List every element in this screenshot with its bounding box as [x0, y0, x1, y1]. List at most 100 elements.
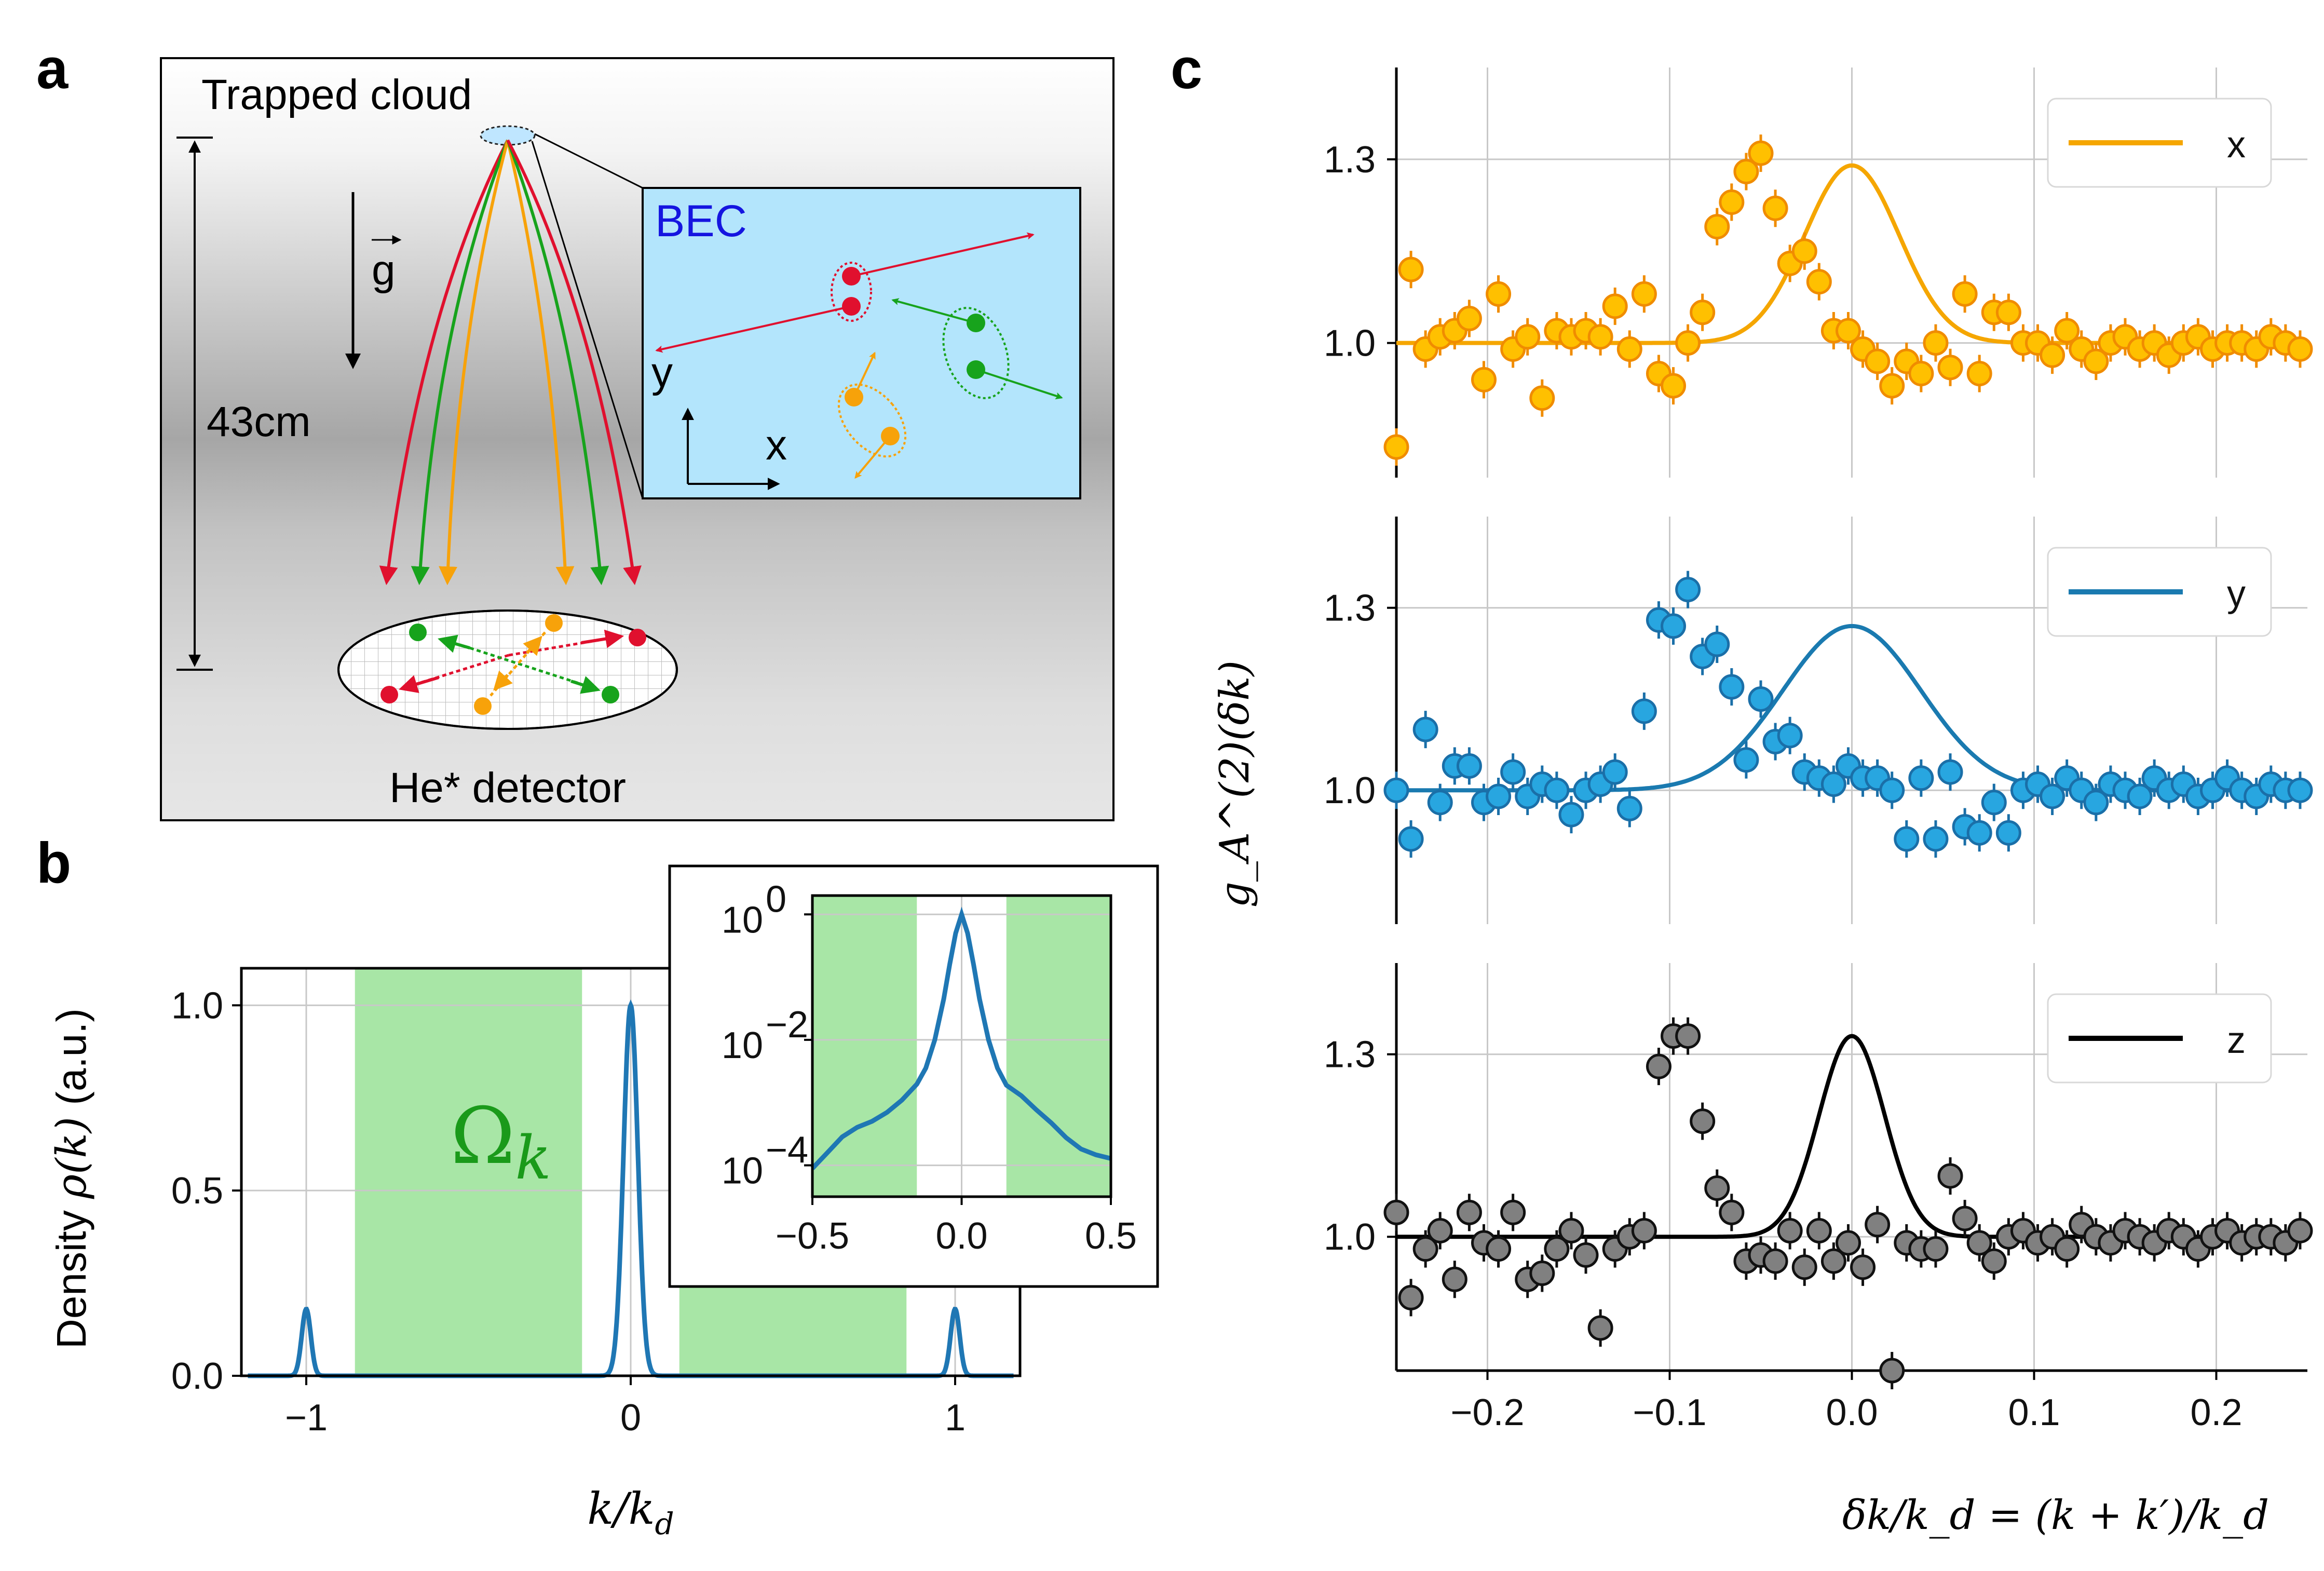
- b-ylabel: Density ρ(k) (a.u.): [47, 1008, 96, 1349]
- c-x-point: [1616, 336, 1642, 362]
- c-x-point: [1529, 385, 1555, 411]
- bec-axis-y-label: y: [651, 349, 673, 396]
- c-y-point: [1733, 747, 1759, 773]
- detector-pair-green-arrow-right: [570, 676, 601, 694]
- c-y-point: [1820, 771, 1846, 797]
- detector-label: He* detector: [389, 764, 626, 811]
- panel-label-a: a: [36, 37, 69, 101]
- c-z-point: [1806, 1218, 1832, 1244]
- c-z-point: [2054, 1236, 2080, 1262]
- b-xlabel: k/kd: [587, 1483, 674, 1541]
- c-z-point: [1646, 1053, 1671, 1079]
- c-x-point: [1719, 189, 1745, 215]
- c-z-ytick-label-1: 1.3: [1324, 1034, 1376, 1076]
- trajectory-red-right: [506, 139, 642, 586]
- panel-label-b: b: [36, 831, 71, 895]
- b-xtick-label-2: 1: [945, 1397, 966, 1439]
- c-x-point: [1587, 324, 1613, 350]
- c-x-legend-label: x: [2227, 124, 2246, 166]
- b-ylabel-main: Density: [48, 1210, 94, 1349]
- c-z-point: [1486, 1236, 1512, 1262]
- c-xtick-label-3: 0.1: [2008, 1392, 2060, 1433]
- b-ticks: −1 0 1 0.0 0.5 1.0: [171, 985, 966, 1439]
- c-y-point: [1981, 790, 2007, 816]
- c-z-point: [1865, 1212, 1891, 1238]
- c-z-point: [1631, 1218, 1657, 1244]
- c-y-point: [1412, 716, 1438, 742]
- panel-c-correlation-charts: 1.0 1.3 x 1.0 1.3 y 1.0 1.3 z −0.2 −0.1 0.0 0.1 0.2: [1324, 67, 2313, 1433]
- b-region-label: Ωk: [451, 1091, 551, 1193]
- c-xlabel: δk/k_d = (k + k′)/k_d: [1842, 1492, 2269, 1539]
- c-z-legend: z: [2047, 993, 2272, 1084]
- c-y-point: [1602, 759, 1628, 785]
- detector-atom-orange-1: [545, 614, 563, 632]
- c-y-point: [1427, 790, 1453, 816]
- c-x-ytick-label-1: 1.3: [1324, 139, 1376, 181]
- b-xlabel-sub: d: [655, 1506, 674, 1541]
- b-inset-curve: [810, 906, 1112, 1170]
- c-z-point: [1777, 1218, 1803, 1244]
- b-ytick-label-2: 1.0: [171, 985, 223, 1026]
- c-x-point: [1690, 300, 1716, 326]
- b-inset-ytick-exp-2: −4: [766, 1130, 808, 1171]
- c-y-point: [1923, 826, 1949, 852]
- c-z-point: [1398, 1284, 1424, 1310]
- bec-green-arrow-right: [975, 369, 1063, 400]
- trajectory-orange-left: [439, 140, 509, 586]
- b-inset-shaded-regions: [812, 896, 1111, 1197]
- zoom-line-bottom: [531, 141, 644, 499]
- b-xtick-label-1: 0: [620, 1397, 641, 1439]
- b-inset-xtick-label-1: 0.0: [935, 1215, 987, 1257]
- c-x-point: [1515, 324, 1541, 350]
- c-z-point: [1879, 1358, 1905, 1384]
- c-z-point: [1544, 1236, 1570, 1262]
- c-z-point: [1835, 1230, 1861, 1256]
- panel-a-schematic: Trapped cloud 43cm g: [160, 57, 1115, 821]
- c-y-point: [1661, 613, 1687, 639]
- c-y-point: [1995, 820, 2021, 846]
- height-label: 43cm: [207, 398, 311, 445]
- trajectory-orange-right: [506, 140, 575, 586]
- axis-arrows-icon: [682, 408, 780, 490]
- c-z-point: [1690, 1108, 1716, 1134]
- c-y-point: [1937, 759, 1963, 785]
- c-ylabel: g_A^(2)(δk): [1212, 660, 1258, 908]
- c-x-point: [1383, 434, 1409, 460]
- c-x-point: [1631, 281, 1657, 307]
- c-y-legend: y: [2047, 547, 2272, 637]
- c-z-ytick-label-0: 1.0: [1324, 1216, 1376, 1258]
- c-x-point: [1456, 305, 1482, 331]
- zoom-line-top: [534, 133, 643, 189]
- c-x-point: [2040, 342, 2065, 368]
- c-y-point: [1616, 795, 1642, 821]
- c-y-point: [1558, 802, 1584, 828]
- c-x-point: [1471, 367, 1497, 392]
- trajectory-red-left: [379, 139, 509, 586]
- c-x-point: [1762, 195, 1788, 221]
- c-z-point: [1587, 1315, 1613, 1341]
- c-x-ytick-label-0: 1.0: [1324, 323, 1376, 364]
- c-z-legend-label: z: [2227, 1020, 2246, 1061]
- detector-pair-orange-arrow-up: [523, 635, 542, 656]
- c-z-point: [1937, 1163, 1963, 1189]
- bec-atom-red-2: [842, 297, 861, 316]
- c-xtick-label-2: 0.0: [1826, 1392, 1878, 1433]
- c-z-point: [1981, 1248, 2007, 1274]
- b-region-label-sub: k: [515, 1123, 551, 1193]
- c-z-point: [1791, 1254, 1817, 1280]
- c-z-point: [1529, 1261, 1555, 1286]
- c-subplot-y: 1.0 1.3 y: [1324, 517, 2313, 924]
- c-subplot-z: 1.0 1.3 z: [1324, 963, 2313, 1389]
- c-x-point: [1704, 214, 1730, 240]
- c-y-point: [1908, 765, 1934, 791]
- bec-atom-orange-1: [845, 388, 863, 407]
- c-x-legend: x: [2047, 98, 2272, 188]
- c-x-point: [1661, 373, 1687, 399]
- c-xtick-label-4: 0.2: [2190, 1392, 2242, 1433]
- c-z-point: [1820, 1248, 1846, 1274]
- bec-green-arrow-left: [891, 298, 976, 324]
- bec-atom-orange-2: [881, 427, 900, 445]
- c-z-point: [1427, 1218, 1453, 1244]
- b-inset-ytick-label-0: 10: [722, 899, 763, 941]
